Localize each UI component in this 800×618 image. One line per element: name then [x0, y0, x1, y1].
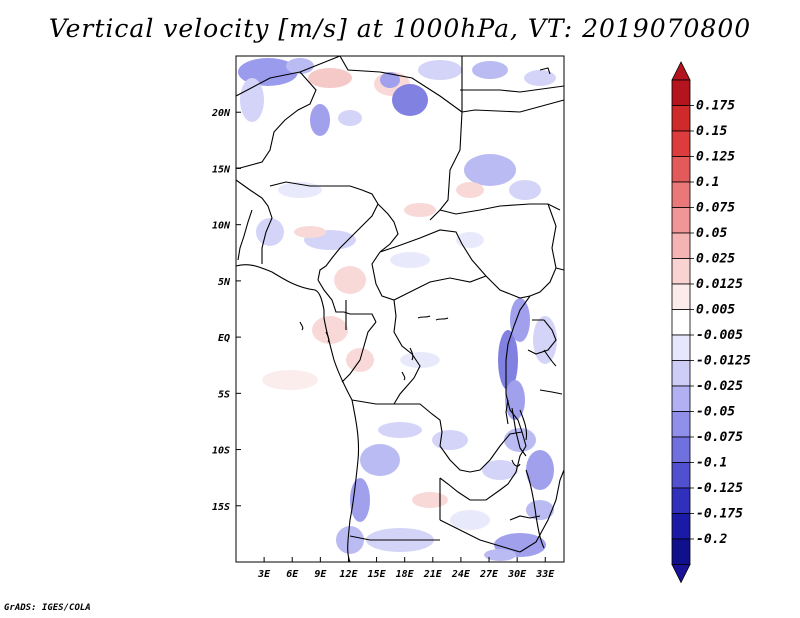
colorbar-label: 0.0125: [696, 277, 743, 292]
colorbar-swatch: [671, 105, 691, 132]
lon-tick-label: 6E: [286, 569, 299, 580]
colorbar-label: 0.05: [696, 226, 727, 241]
colorbar-swatch: [671, 436, 691, 463]
colorbar-label: 0.005: [696, 303, 735, 318]
lat-tick-label: 20N: [211, 108, 231, 119]
lat-tick-label: 5S: [218, 389, 230, 400]
colorbar-label: 0.1: [696, 175, 719, 190]
grads-credit: GrADS: IGES/COLA: [4, 603, 91, 613]
colorbar-swatch: [671, 513, 691, 540]
colorbar-swatch: [671, 156, 691, 183]
colorbar-swatch: [671, 309, 691, 336]
colorbar-bottom-arrow: [671, 564, 691, 584]
colorbar: 0.175 0.15 0.125 0.1 0.075 0.05 0.025 0.0125 0.0…: [671, 61, 751, 584]
colorbar-swatch: [671, 334, 691, 361]
colorbar-swatch: [671, 538, 691, 565]
lon-tick-label: 24E: [451, 569, 471, 580]
colorbar-swatch: [671, 385, 691, 412]
lon-tick-label: 15E: [368, 569, 387, 580]
colorbar-label: -0.125: [696, 481, 743, 496]
colorbar-swatch: [671, 181, 691, 208]
colorbar-label: 0.075: [696, 201, 735, 216]
lat-tick-label: EQ: [218, 333, 230, 344]
colorbar-swatch: [671, 283, 691, 310]
lon-tick-label: 18E: [396, 569, 415, 580]
colorbar-swatch: [671, 487, 691, 514]
colorbar-swatch: [671, 360, 691, 387]
colorbar-label: -0.175: [696, 507, 743, 522]
latitude-axis: 20N 15N 10N 5N EQ 5S 10S 15S: [211, 108, 241, 513]
colorbar-label: 0.15: [696, 124, 727, 139]
colorbar-label: 0.125: [696, 150, 735, 165]
lat-tick-label: 10N: [212, 221, 231, 232]
colorbar-label: -0.075: [696, 430, 743, 445]
colorbar-label: -0.005: [696, 328, 743, 343]
lon-tick-label: 21E: [423, 569, 443, 580]
country-borders: [235, 55, 565, 563]
colorbar-label: -0.025: [696, 379, 743, 394]
colorbar-swatch: [671, 462, 691, 489]
colorbar-label: -0.2: [696, 532, 727, 547]
lon-tick-label: 12E: [339, 569, 358, 580]
colorbar-swatch: [671, 411, 691, 438]
map-panel: [235, 55, 565, 563]
lat-tick-label: 15S: [212, 502, 230, 513]
lat-tick-label: 5N: [218, 277, 231, 288]
lon-tick-label: 27E: [479, 569, 499, 580]
longitude-axis: 3E 6E 9E 12E 15E 18E 21E 24E 27E 30E 33E: [257, 557, 555, 580]
lat-tick-label: 15N: [212, 164, 231, 175]
colorbar-label: -0.1: [696, 456, 727, 471]
lon-tick-label: 9E: [314, 569, 327, 580]
colorbar-swatch: [671, 258, 691, 285]
chart-title: Vertical velocity [m/s] at 1000hPa, VT: …: [48, 14, 752, 43]
lat-tick-label: 10S: [212, 446, 230, 457]
colorbar-swatch: [671, 79, 691, 106]
velocity-field: [238, 58, 557, 561]
colorbar-top-arrow: [671, 61, 691, 81]
lon-tick-label: 33E: [535, 569, 555, 580]
lon-tick-label: 3E: [257, 569, 271, 580]
colorbar-swatch: [671, 207, 691, 234]
colorbar-swatch: [671, 232, 691, 259]
lon-tick-label: 30E: [507, 569, 527, 580]
colorbar-swatch: [671, 130, 691, 157]
colorbar-label: -0.05: [696, 405, 735, 420]
colorbar-label: 0.175: [696, 99, 735, 114]
colorbar-label: 0.025: [696, 252, 735, 267]
colorbar-label: -0.0125: [696, 354, 751, 369]
